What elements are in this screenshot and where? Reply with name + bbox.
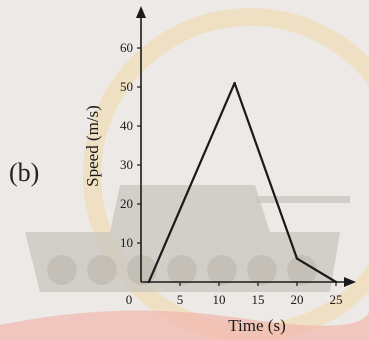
tank-wheel (47, 255, 77, 285)
axes (136, 6, 356, 287)
x-tick-label: 5 (177, 292, 184, 307)
x-tick-label: 20 (291, 292, 304, 307)
speed-line (147, 81, 337, 283)
tank-wheel (167, 255, 197, 285)
x-axis-arrowhead (344, 277, 356, 287)
data-point (295, 257, 299, 260)
x-tick-label: 15 (252, 292, 265, 307)
emblem-band (0, 310, 369, 340)
y-tick-label: 50 (120, 79, 133, 94)
y-tick-label: 10 (120, 235, 133, 250)
x-tick-label: 0 (126, 292, 133, 307)
axis-labels: Speed (m/s) Time (s) (83, 105, 286, 335)
y-tick-label: 60 (120, 40, 133, 55)
tank-watermark (0, 8, 369, 340)
data-point (334, 280, 338, 284)
data-point (233, 81, 236, 85)
series (147, 81, 338, 284)
y-tick-label: 20 (120, 196, 133, 211)
ticks: 0 5 10 15 20 25 10 20 30 40 50 60 (120, 40, 343, 307)
x-tick-label: 10 (213, 292, 226, 307)
x-axis-label: Time (s) (228, 316, 285, 335)
tank-wheel (127, 255, 157, 285)
y-tick-label: 40 (120, 118, 133, 133)
y-tick-label: 30 (120, 157, 133, 172)
tank-wheel (207, 255, 237, 285)
y-axis-arrowhead (136, 6, 146, 18)
tank-wheel (87, 255, 117, 285)
x-tick-label: 25 (330, 292, 343, 307)
tank-gun-barrel (255, 196, 350, 203)
part-label: (b) (9, 158, 40, 187)
data-point (147, 280, 150, 284)
tank-wheel (287, 255, 317, 285)
y-axis-label: Speed (m/s) (83, 105, 102, 187)
tank-wheel (247, 255, 277, 285)
tank-turret (110, 185, 270, 232)
